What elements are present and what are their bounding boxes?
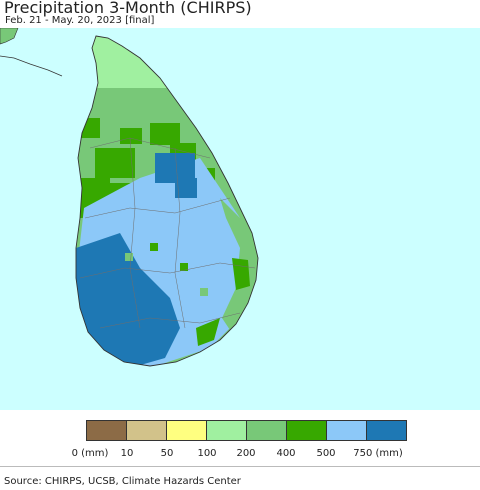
legend-swatch-5 (287, 421, 327, 440)
precipitation-map (0, 28, 480, 410)
legend-label-2: 50 (160, 448, 174, 459)
legend-swatch-2 (167, 421, 207, 440)
footer-divider (0, 466, 480, 467)
legend-label-0: 0 (mm) (71, 448, 109, 459)
legend-label-4: 200 (236, 448, 256, 459)
legend-swatch-3 (207, 421, 247, 440)
legend-swatch-7 (367, 421, 406, 440)
legend-swatch-4 (247, 421, 287, 440)
legend-swatch-1 (127, 421, 167, 440)
india-coast-shape (0, 28, 19, 45)
map-title: Precipitation 3-Month (CHIRPS) (4, 0, 252, 17)
india-coast-line (0, 55, 63, 77)
legend-label-3: 100 (197, 448, 217, 459)
legend-swatch-6 (327, 421, 367, 440)
legend-label-1: 10 (120, 448, 134, 459)
source-credit: Source: CHIRPS, UCSB, Climate Hazards Ce… (4, 476, 241, 487)
map-subtitle: Feb. 21 - May. 20, 2023 [final] (5, 15, 155, 26)
legend-swatch-0 (87, 421, 127, 440)
legend-label-7: 750 (mm) (353, 448, 403, 459)
legend-color-bar (86, 420, 407, 441)
legend-label-6: 500 (316, 448, 336, 459)
legend-label-5: 400 (276, 448, 296, 459)
